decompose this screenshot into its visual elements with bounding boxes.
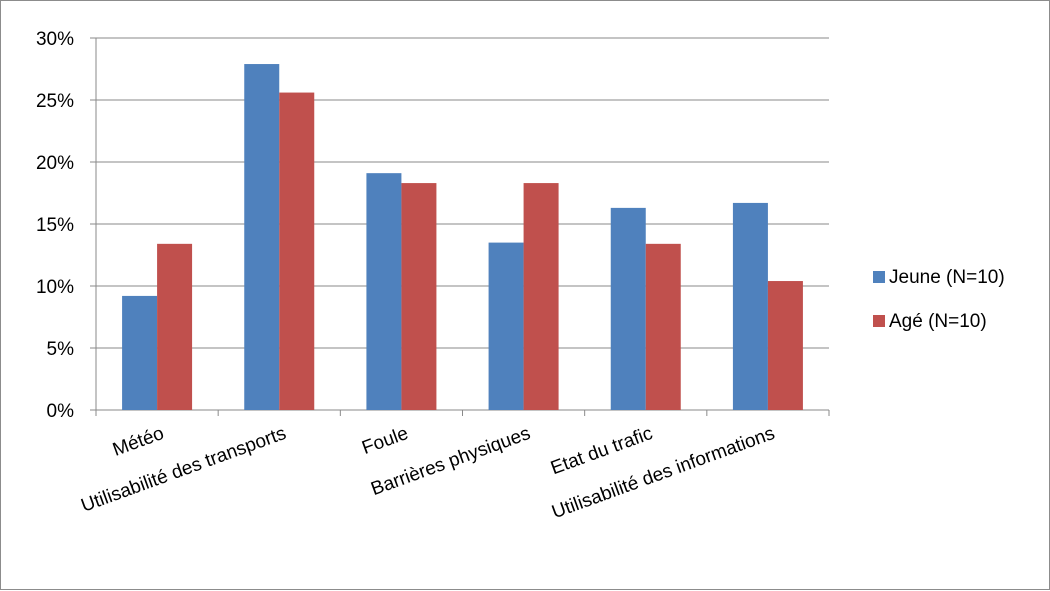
y-tick-label: 30% <box>36 29 74 50</box>
y-tick-labels: 0% 5% 10% 15% 20% 25% 30% <box>36 29 74 422</box>
bar <box>610 207 646 410</box>
legend-label: Agé (N=10) <box>889 311 987 332</box>
bar <box>488 242 524 410</box>
y-tick-label: 25% <box>36 91 74 112</box>
legend-swatch <box>873 271 885 283</box>
y-tick-label: 10% <box>36 277 74 298</box>
y-tick-label: 5% <box>47 339 75 360</box>
y-tick-label: 15% <box>36 215 74 236</box>
axes <box>90 37 830 416</box>
gridlines <box>96 37 829 349</box>
bar <box>767 281 803 410</box>
bar <box>401 183 437 410</box>
category-label: Foule <box>359 423 411 459</box>
bar <box>645 243 681 410</box>
category-label: Utilisabilité des informations <box>549 423 777 523</box>
legend: Jeune (N=10) Agé (N=10) <box>873 267 1005 332</box>
legend-swatch <box>873 315 885 327</box>
bar <box>732 202 768 410</box>
bar <box>157 243 193 410</box>
legend-label: Jeune (N=10) <box>889 267 1005 288</box>
bar <box>279 92 315 410</box>
bar <box>244 64 280 410</box>
bar <box>366 173 402 410</box>
category-label: Utilisabilité des transports <box>78 423 289 517</box>
bar <box>122 295 158 410</box>
bar <box>523 183 559 410</box>
category-label: Météo <box>110 423 167 461</box>
y-tick-label: 0% <box>47 401 75 422</box>
bars <box>122 64 803 410</box>
y-tick-label: 20% <box>36 153 74 174</box>
